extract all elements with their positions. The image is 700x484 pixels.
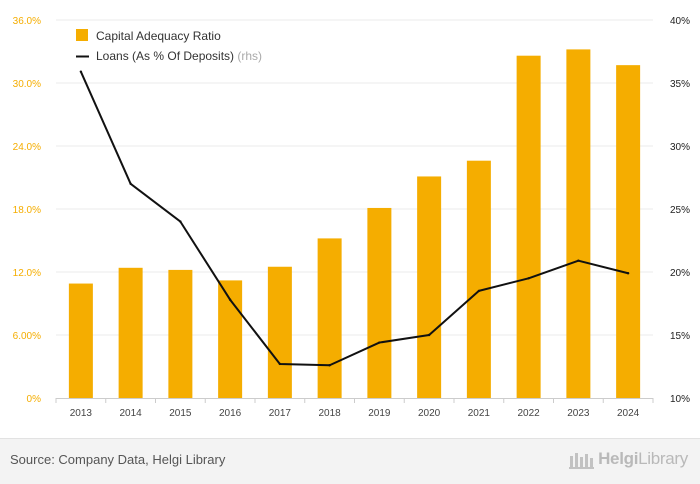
bar-2014 <box>118 267 143 398</box>
line-point-2013 <box>79 70 83 73</box>
line-point-2015 <box>179 220 182 223</box>
line-point-2017 <box>278 362 282 366</box>
chart-svg: 0% 6.00% 12.0% 18.0% 24.0% 30.0% 36.0% 10% 15% 20… <box>13 16 690 419</box>
x-axis-tick-label: 2020 <box>418 408 441 419</box>
bar-2021 <box>466 160 491 398</box>
legend-label-line: Loans (As % Of Deposits) (rhs) <box>96 49 262 63</box>
left-axis-tick-label: 6.00% <box>13 331 41 342</box>
left-axis-tick-label: 24.0% <box>13 142 41 153</box>
line-point-2016 <box>228 298 232 301</box>
line-point-2019 <box>378 341 381 344</box>
left-axis-tick-label: 0% <box>27 394 42 405</box>
bar-2017 <box>267 266 292 398</box>
line-point-2023 <box>577 259 580 262</box>
x-axis-tick-label: 2017 <box>269 408 292 419</box>
brand-name-part1: Helgi <box>598 449 639 468</box>
x-axis-tick-label: 2024 <box>617 408 640 419</box>
left-axis-tick-label: 18.0% <box>13 205 41 216</box>
right-axis-tick-label: 40% <box>670 16 690 27</box>
x-axis-tick-label: 2015 <box>169 408 192 419</box>
left-axis-tick-label: 30.0% <box>13 79 41 90</box>
bar-2023 <box>566 49 591 399</box>
line-series-loans <box>79 71 629 367</box>
legend-rhs-suffix: (rhs) <box>237 49 262 63</box>
bar-2015 <box>168 269 193 398</box>
bar-2020 <box>417 176 442 398</box>
right-axis-tick-label: 30% <box>670 142 690 153</box>
source-note: Source: Company Data, Helgi Library <box>10 452 226 467</box>
brand-name-part2: Library <box>638 449 688 468</box>
library-icon <box>569 452 595 469</box>
x-axis-tick-label: 2014 <box>120 408 143 419</box>
line-point-2024 <box>626 272 630 275</box>
line-point-2018 <box>328 364 331 367</box>
x-axis-tick-label: 2016 <box>219 408 242 419</box>
line-point-2014 <box>129 182 132 185</box>
x-axis-tick-label: 2023 <box>567 408 590 419</box>
x-axis-tick-label: 2013 <box>70 408 93 419</box>
left-axis-tick-label: 12.0% <box>13 268 41 279</box>
bar-2013 <box>68 283 93 398</box>
right-axis-tick-label: 20% <box>670 268 690 279</box>
x-axis-tick-label: 2018 <box>319 408 342 419</box>
x-axis-tick-label: 2019 <box>368 408 391 419</box>
footer: Source: Company Data, Helgi Library Helg… <box>0 438 700 484</box>
legend-label-bar: Capital Adequacy Ratio <box>96 29 221 43</box>
right-axis-tick-label: 10% <box>670 394 690 405</box>
bar-2024 <box>616 65 641 399</box>
bar-2022 <box>516 55 541 398</box>
line-point-2021 <box>477 289 481 293</box>
x-axis-tick-label: 2021 <box>468 408 491 419</box>
helgi-library-logo: HelgiLibrary <box>569 449 688 469</box>
x-axis-tick-label: 2022 <box>518 408 541 419</box>
line-point-2022 <box>527 277 530 280</box>
left-axis-tick-label: 36.0% <box>13 16 41 27</box>
right-axis-tick-label: 35% <box>670 79 690 90</box>
right-axis-tick-label: 15% <box>670 331 690 342</box>
bar-2018 <box>317 238 342 398</box>
right-axis-tick-label: 25% <box>670 205 690 216</box>
line-point-2020 <box>427 333 431 337</box>
bar-2019 <box>367 207 392 398</box>
legend-swatch-bar <box>76 29 88 41</box>
